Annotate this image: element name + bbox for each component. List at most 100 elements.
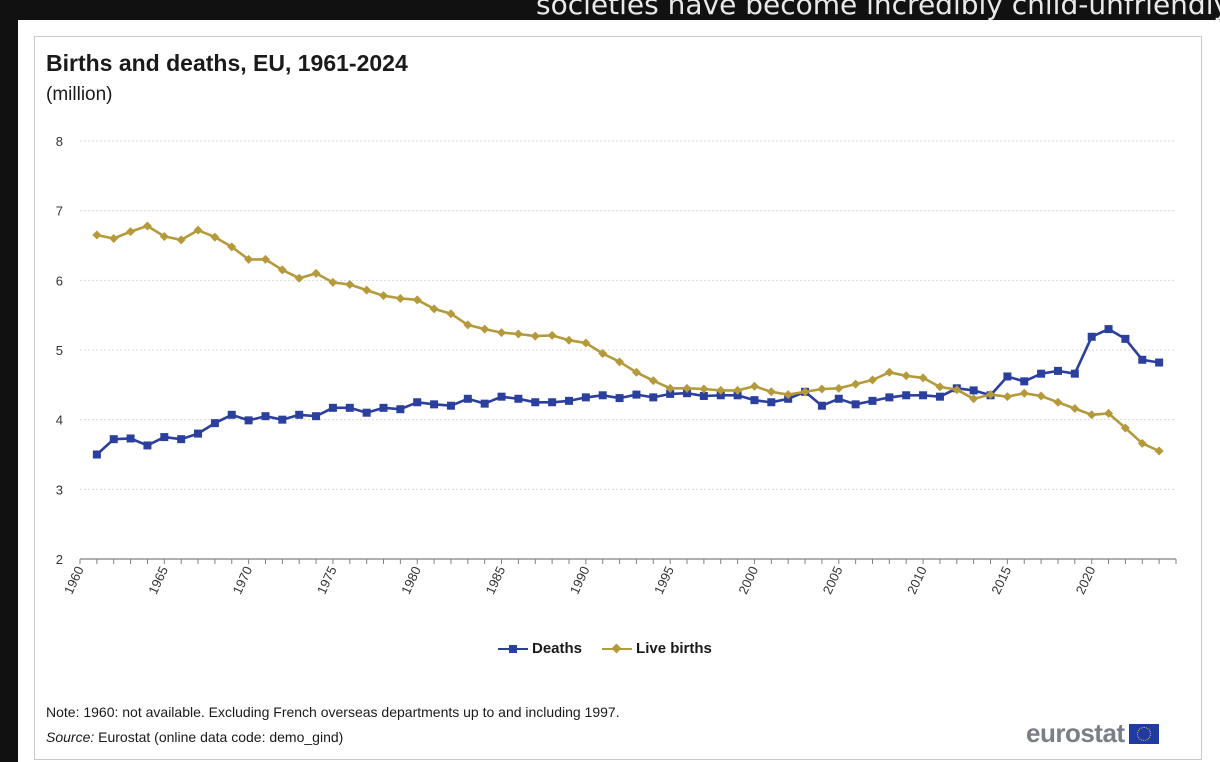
legend-swatch-deaths <box>498 643 528 655</box>
data-point <box>1070 369 1079 378</box>
y-tick-label: 7 <box>56 204 63 219</box>
x-tick-label: 2000 <box>735 564 761 597</box>
y-axis-ticks: 2 3 4 5 6 7 8 <box>56 134 63 567</box>
chart-card: Births and deaths, EU, 1961-2024 (millio… <box>18 20 1220 762</box>
data-point <box>413 398 422 407</box>
data-point <box>362 285 372 295</box>
x-tick-label: 1975 <box>314 564 340 597</box>
data-point <box>683 389 692 398</box>
source-text: Eurostat (online data code: demo_gind) <box>94 729 344 745</box>
series-live-births <box>92 221 1164 456</box>
data-point <box>142 221 152 231</box>
data-point <box>631 367 641 377</box>
data-point <box>1053 366 1062 375</box>
legend-item-live-births: Live births <box>602 640 712 657</box>
data-point <box>396 405 405 414</box>
data-point <box>446 309 456 319</box>
data-point <box>986 390 996 400</box>
y-tick-label: 6 <box>56 273 63 288</box>
y-tick-label: 3 <box>56 482 63 497</box>
data-point <box>1002 392 1012 402</box>
data-point <box>261 412 270 421</box>
data-point <box>1104 325 1113 334</box>
data-point <box>851 379 861 389</box>
data-point <box>598 391 607 400</box>
data-point <box>1070 404 1080 414</box>
chart-source: Source: Eurostat (online data code: demo… <box>46 729 343 745</box>
data-point <box>581 393 590 402</box>
data-point <box>716 385 726 395</box>
data-point <box>463 320 473 330</box>
data-point <box>345 403 354 412</box>
data-point <box>919 391 928 400</box>
x-tick-label: 1970 <box>230 564 256 597</box>
data-point <box>193 225 203 235</box>
x-tick-label: 1980 <box>398 564 424 597</box>
data-point <box>817 384 827 394</box>
data-point <box>227 410 236 419</box>
data-point <box>143 441 152 450</box>
data-point <box>800 387 810 397</box>
data-point <box>564 335 574 345</box>
data-point <box>1137 438 1147 448</box>
data-point <box>1155 358 1164 367</box>
data-point <box>277 265 287 275</box>
data-point <box>159 231 169 241</box>
data-point <box>227 242 237 252</box>
background-caption: societies have become incredibly child-u… <box>536 0 1220 21</box>
data-point <box>514 394 523 403</box>
data-point <box>244 416 253 425</box>
data-point <box>446 401 455 410</box>
data-point <box>311 268 321 278</box>
data-point <box>615 357 625 367</box>
data-point <box>918 373 928 383</box>
data-point <box>1138 355 1147 364</box>
data-point <box>210 419 219 428</box>
data-point <box>834 383 844 393</box>
data-point <box>497 328 507 338</box>
data-point <box>901 371 911 381</box>
gridlines <box>80 140 1176 490</box>
data-point <box>1121 334 1130 343</box>
series-layer <box>92 221 1164 459</box>
data-point <box>665 383 675 393</box>
y-tick-label: 2 <box>56 552 63 567</box>
data-point <box>176 235 186 245</box>
chart-frame <box>34 36 1202 760</box>
y-tick-label: 8 <box>56 134 63 149</box>
data-point <box>412 295 422 305</box>
data-point <box>868 396 877 405</box>
data-point <box>817 401 826 410</box>
data-point <box>632 390 641 399</box>
data-point <box>379 403 388 412</box>
data-point <box>548 398 557 407</box>
data-point <box>109 234 119 244</box>
data-point <box>345 280 355 290</box>
eu-flag-icon <box>1128 723 1159 744</box>
data-point <box>935 392 944 401</box>
data-point <box>935 382 945 392</box>
x-tick-label: 2020 <box>1073 564 1099 597</box>
data-point <box>328 277 338 287</box>
data-point <box>362 408 371 417</box>
x-tick-label: 2010 <box>904 564 930 597</box>
data-point <box>615 394 624 403</box>
legend-swatch-live-births <box>602 643 633 655</box>
data-point <box>885 393 894 402</box>
data-point <box>92 450 101 459</box>
data-point <box>749 381 759 391</box>
data-point <box>497 392 506 401</box>
data-point <box>598 348 608 358</box>
x-tick-label: 2015 <box>988 564 1014 597</box>
legend-label-live-births: Live births <box>636 640 712 657</box>
data-point <box>379 291 389 301</box>
data-point <box>480 399 489 408</box>
series-deaths <box>92 325 1164 459</box>
legend-item-deaths: Deaths <box>498 640 582 657</box>
x-tick-label: 1985 <box>482 564 508 597</box>
source-label: Source: <box>46 729 95 745</box>
data-point <box>177 435 186 444</box>
data-point <box>733 391 742 400</box>
data-point <box>294 273 304 283</box>
chart-unit-label: (million) <box>46 84 113 105</box>
